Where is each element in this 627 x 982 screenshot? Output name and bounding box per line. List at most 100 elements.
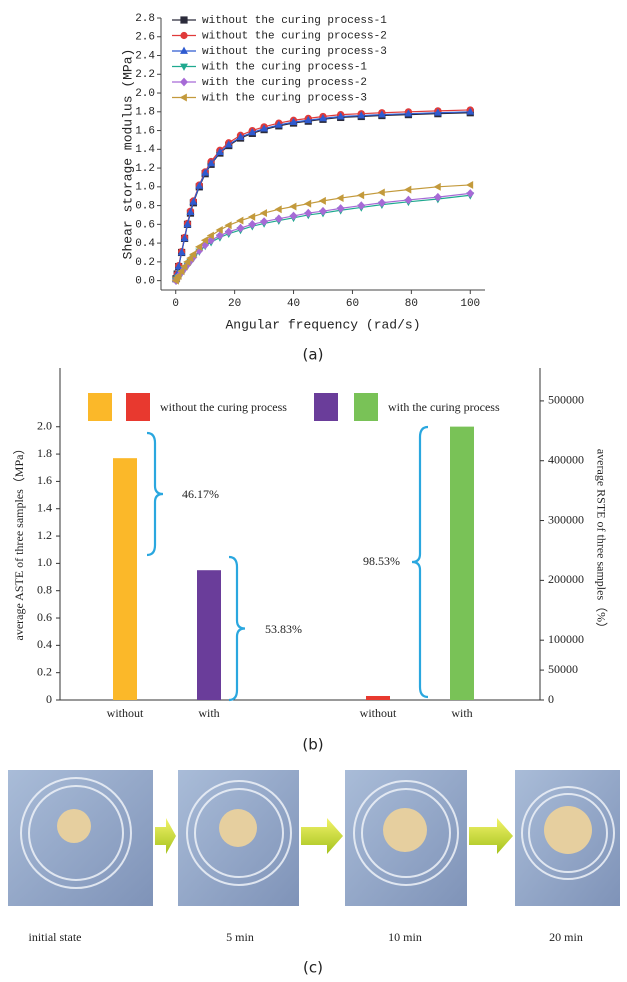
marker <box>259 209 267 218</box>
y-tick-label: 1.2 <box>37 528 52 542</box>
series-line <box>175 112 471 279</box>
y2-tick-label: 50000 <box>548 662 578 676</box>
legend-label: with the curing process-3 <box>202 92 367 104</box>
marker <box>206 231 214 240</box>
series-line <box>175 109 471 279</box>
legend-label: without the curing process-3 <box>202 46 387 58</box>
y2-axis-label: average RSTE of three samples（%） <box>594 449 608 634</box>
x-tick-label: 80 <box>405 298 418 310</box>
marker <box>207 159 216 167</box>
y-tick-label: 0.4 <box>37 637 52 651</box>
marker <box>274 120 283 128</box>
y-tick-label: 0.6 <box>135 219 155 231</box>
dishes <box>20 777 615 889</box>
marker <box>356 191 365 200</box>
x-tick-label: 40 <box>287 298 300 310</box>
marker <box>224 140 233 148</box>
legend-label: with the curing process <box>388 400 500 414</box>
photo-panel: initial state 5 min 10 min 20 min (c) <box>8 770 620 977</box>
y2-tick-label: 500000 <box>548 393 584 407</box>
legend-marker <box>180 31 188 40</box>
legend-marker <box>180 16 188 24</box>
marker <box>289 211 298 221</box>
y-tick-label: 1.8 <box>37 446 52 460</box>
y-tick-label: 2.4 <box>135 50 155 62</box>
y-tick-label: 1.6 <box>135 125 155 137</box>
y2-tick-label: 100000 <box>548 632 584 646</box>
y-tick-label: 0.8 <box>37 582 52 596</box>
x-tick-label: without <box>360 706 397 720</box>
marker <box>180 234 189 242</box>
brace <box>228 555 246 702</box>
x-tick-label: with <box>198 706 219 720</box>
x-tick-label: without <box>107 706 144 720</box>
marker <box>357 111 366 119</box>
marker <box>186 254 194 263</box>
marker <box>207 235 216 245</box>
marker <box>319 206 327 216</box>
y-tick-label: 0.6 <box>37 610 52 624</box>
x-tick-label: 60 <box>346 298 359 310</box>
marker <box>183 220 192 228</box>
marker <box>466 107 475 115</box>
bar <box>197 570 221 700</box>
marker <box>174 271 182 280</box>
marker <box>248 220 257 229</box>
annotation: 46.17% <box>182 487 219 501</box>
y-tick-label: 2.0 <box>37 418 52 432</box>
y-axis-label: Shear storage modulus (MPa) <box>120 49 135 260</box>
x-tick-label: with <box>451 706 472 720</box>
marker <box>189 197 198 205</box>
x-tick-label: 100 <box>460 298 480 310</box>
marker <box>186 207 195 216</box>
marker <box>236 216 244 225</box>
marker <box>304 115 313 124</box>
y2-tick-label: 200000 <box>548 572 584 586</box>
bar <box>113 458 137 700</box>
marker <box>466 189 475 198</box>
legend-label: without the curing process-1 <box>202 15 387 27</box>
y-tick-label: 2.6 <box>135 32 155 44</box>
marker <box>336 194 344 203</box>
legend-label: without the curing process <box>160 400 287 414</box>
y-tick-label: 0.0 <box>135 276 155 288</box>
y-tick-label: 1.4 <box>37 500 52 514</box>
brace <box>411 425 429 699</box>
marker <box>336 204 345 213</box>
legend-label: with the curing process-1 <box>202 61 367 73</box>
marker <box>433 182 441 191</box>
marker <box>304 208 313 218</box>
marker <box>177 267 185 276</box>
y-tick-label: 2.8 <box>135 13 155 25</box>
legend-marker <box>180 63 188 71</box>
marker <box>183 257 191 266</box>
y2-tick-label: 400000 <box>548 452 584 466</box>
marker <box>465 180 474 189</box>
y-tick-label: 0.4 <box>135 238 155 250</box>
marker <box>236 132 245 140</box>
y-tick-label: 0 <box>46 692 52 706</box>
marker <box>195 181 204 189</box>
caption: (c) <box>303 959 323 977</box>
y-axis-label: average ASTE of three samples（MPa） <box>12 443 26 641</box>
y2-tick-label: 0 <box>548 692 554 706</box>
marker <box>274 205 282 214</box>
marker <box>248 128 257 136</box>
y2-tick-label: 300000 <box>548 512 584 526</box>
arrows <box>155 818 513 854</box>
marker <box>180 262 188 271</box>
marker <box>201 168 210 176</box>
x-axis-label: Angular frequency (rad/s) <box>225 317 420 332</box>
y-tick-label: 0.2 <box>37 664 52 678</box>
legend-marker <box>180 46 188 54</box>
marker <box>319 114 327 122</box>
legend-label: with the curing process-2 <box>202 77 367 89</box>
y-tick-label: 1.0 <box>135 182 155 194</box>
annotation: 53.83% <box>265 622 302 636</box>
marker <box>289 117 298 125</box>
series-line <box>175 111 471 279</box>
marker <box>318 196 326 205</box>
marker <box>303 199 312 208</box>
photo-label: 5 min <box>226 930 254 944</box>
